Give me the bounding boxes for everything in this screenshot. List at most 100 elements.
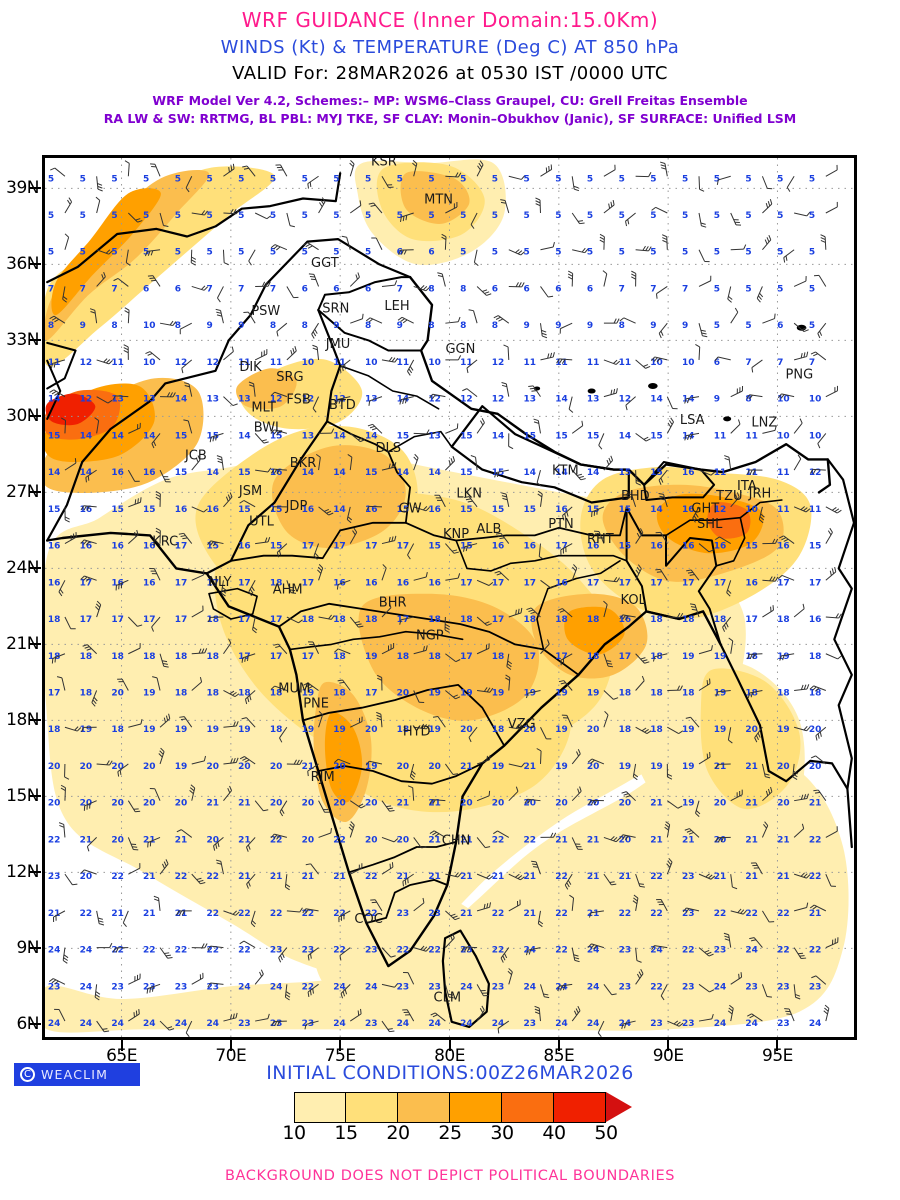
svg-text:10: 10 (745, 505, 758, 515)
svg-text:5: 5 (270, 248, 276, 258)
svg-text:19: 19 (555, 725, 568, 735)
weaclim-logo: C WEACLIM (14, 1063, 140, 1086)
svg-text:20: 20 (397, 688, 410, 698)
svg-text:16: 16 (111, 542, 124, 552)
svg-text:17: 17 (460, 578, 473, 588)
svg-text:21: 21 (80, 835, 93, 845)
svg-text:12: 12 (492, 395, 505, 405)
svg-text:11: 11 (714, 468, 727, 478)
lat-tick-mark (30, 491, 41, 494)
svg-text:22: 22 (619, 909, 632, 919)
svg-text:6: 6 (143, 284, 149, 294)
svg-text:5: 5 (238, 248, 244, 258)
svg-text:23: 23 (777, 982, 790, 992)
svg-text:22: 22 (650, 982, 663, 992)
svg-text:7: 7 (619, 284, 625, 294)
lon-tick-mark (557, 1040, 560, 1051)
svg-text:23: 23 (48, 872, 61, 882)
svg-text:16: 16 (111, 468, 124, 478)
svg-text:18: 18 (48, 725, 61, 735)
svg-text:23: 23 (143, 982, 156, 992)
svg-text:5: 5 (682, 211, 688, 221)
svg-text:18: 18 (111, 725, 124, 735)
colorbar-tick: 10 (282, 1122, 306, 1144)
svg-text:17: 17 (143, 615, 156, 625)
lat-tick-label: 27N (6, 482, 39, 503)
svg-text:16: 16 (206, 505, 219, 515)
svg-text:21: 21 (460, 762, 473, 772)
svg-text:17: 17 (302, 578, 315, 588)
svg-text:16: 16 (587, 542, 600, 552)
svg-text:20: 20 (80, 762, 93, 772)
svg-text:22: 22 (777, 909, 790, 919)
model-schemes-line-1: WRF Model Ver 4.2, Schemes:– MP: WSM6–Cl… (152, 93, 748, 108)
svg-text:20: 20 (460, 799, 473, 809)
svg-text:14: 14 (111, 431, 124, 441)
svg-text:19: 19 (175, 762, 188, 772)
svg-text:20: 20 (206, 835, 219, 845)
svg-text:15: 15 (175, 468, 188, 478)
svg-text:14: 14 (143, 431, 156, 441)
svg-text:5: 5 (238, 211, 244, 221)
colorbar-over-arrow (606, 1092, 632, 1122)
svg-text:9: 9 (397, 321, 403, 331)
map-plot-area[interactable]: 24 24 24 24 24 24 23 23 23 24 23 24 24 24 24 23 24 24 24 23… (42, 155, 857, 1040)
svg-text:15: 15 (365, 468, 378, 478)
svg-text:17: 17 (397, 542, 410, 552)
svg-text:7: 7 (777, 358, 783, 368)
colorbar-segment (346, 1092, 398, 1123)
svg-text:16: 16 (428, 505, 441, 515)
map-canvas[interactable]: 24 24 24 24 24 24 23 23 23 24 23 24 24 24 24 23 24 24 24 23… (45, 158, 854, 1037)
svg-text:18: 18 (523, 615, 536, 625)
svg-text:22: 22 (143, 946, 156, 956)
svg-text:5: 5 (111, 174, 117, 184)
svg-text:24: 24 (206, 1019, 219, 1029)
svg-text:23: 23 (619, 982, 632, 992)
svg-text:18: 18 (270, 725, 283, 735)
svg-text:18: 18 (587, 615, 600, 625)
svg-text:21: 21 (745, 799, 758, 809)
svg-text:5: 5 (587, 248, 593, 258)
svg-text:20: 20 (745, 725, 758, 735)
svg-text:19: 19 (80, 725, 93, 735)
svg-text:17: 17 (175, 542, 188, 552)
colorbar-under-arrow (268, 1092, 294, 1122)
svg-text:5: 5 (682, 174, 688, 184)
svg-text:12: 12 (80, 395, 93, 405)
svg-text:19: 19 (143, 688, 156, 698)
city-label: DIK (239, 360, 262, 375)
svg-text:5: 5 (428, 211, 434, 221)
svg-text:17: 17 (80, 615, 93, 625)
svg-text:5: 5 (714, 321, 720, 331)
svg-text:15: 15 (587, 505, 600, 515)
svg-text:23: 23 (206, 982, 219, 992)
svg-text:16: 16 (48, 578, 61, 588)
svg-text:15: 15 (619, 542, 632, 552)
svg-text:22: 22 (333, 946, 346, 956)
svg-text:5: 5 (745, 248, 751, 258)
svg-text:23: 23 (682, 909, 695, 919)
svg-text:15: 15 (555, 431, 568, 441)
svg-text:18: 18 (428, 615, 441, 625)
svg-text:12: 12 (206, 358, 219, 368)
svg-text:5: 5 (48, 248, 54, 258)
svg-text:16: 16 (650, 542, 663, 552)
svg-text:18: 18 (111, 652, 124, 662)
city-label: KNP (443, 527, 469, 542)
svg-text:5: 5 (523, 174, 529, 184)
lon-tick-mark (229, 1040, 232, 1051)
svg-text:21: 21 (143, 835, 156, 845)
city-label: NLY (208, 575, 231, 590)
lat-tick-mark (30, 263, 41, 266)
city-label: MLT (251, 400, 276, 415)
svg-text:14: 14 (492, 431, 505, 441)
svg-text:15: 15 (523, 431, 536, 441)
lat-tick-label: 6N (16, 1014, 39, 1035)
svg-text:21: 21 (745, 835, 758, 845)
svg-text:11: 11 (777, 505, 790, 515)
lat-tick-label: 24N (6, 558, 39, 579)
svg-text:20: 20 (809, 762, 822, 772)
svg-text:21: 21 (460, 872, 473, 882)
svg-text:21: 21 (175, 835, 188, 845)
svg-text:19: 19 (619, 762, 632, 772)
